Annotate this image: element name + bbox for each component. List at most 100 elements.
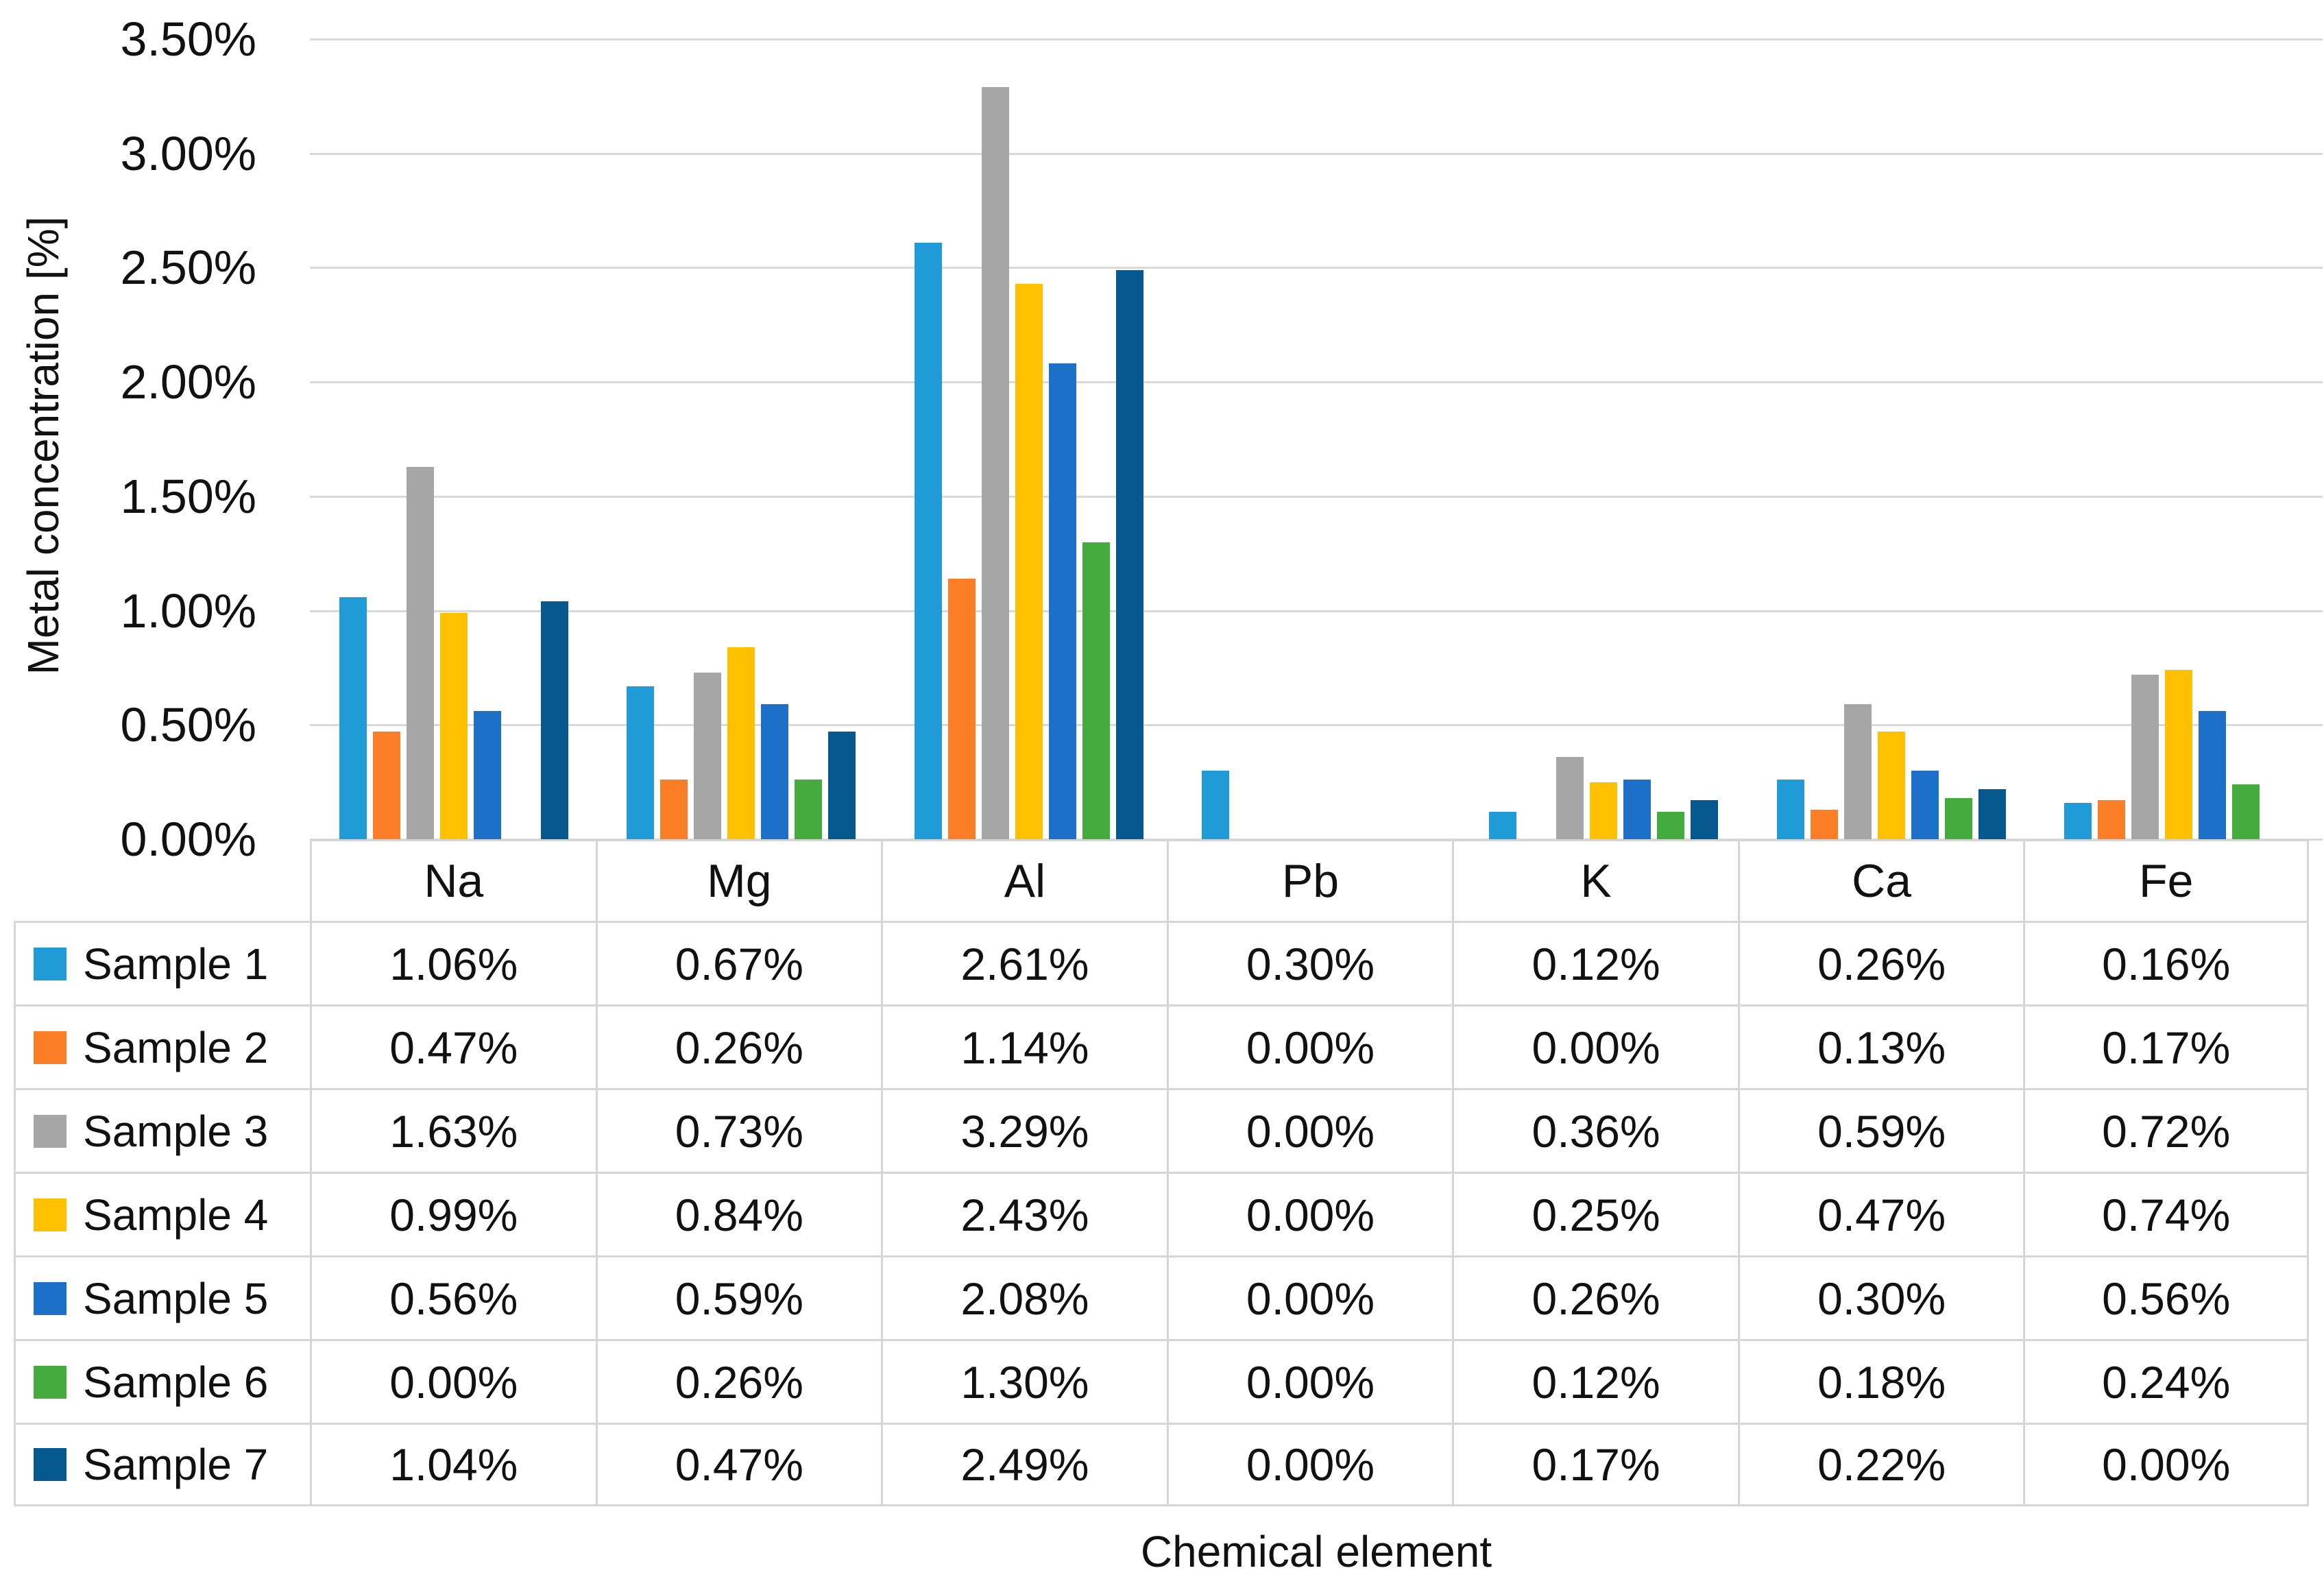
value-cell-sample-3-Al: 3.29% [881, 1088, 1167, 1172]
column-header-Al: Al [881, 839, 1167, 921]
legend-item-sample-2: Sample 2 [14, 1004, 310, 1088]
bar-sample-2-Al [947, 578, 976, 839]
value-cell-sample-6-Ca: 0.18% [1737, 1339, 2024, 1423]
value-cell-sample-4-Pb: 0.00% [1166, 1172, 1453, 1255]
bar-sample-5-K [1623, 780, 1651, 839]
value-cell-sample-6-Pb: 0.00% [1166, 1339, 1453, 1423]
value-cell-sample-2-Ca: 0.13% [1737, 1004, 2024, 1088]
bar-sample-1-Fe [2064, 802, 2092, 839]
bar-sample-3-Al [981, 87, 1009, 839]
bar-sample-5-Fe [2199, 711, 2227, 839]
gridline [310, 724, 2323, 727]
value-cell-sample-6-Mg: 0.26% [595, 1339, 882, 1423]
bar-sample-3-Fe [2131, 674, 2159, 839]
value-cell-sample-3-Fe: 0.72% [2023, 1088, 2309, 1172]
bar-sample-6-Ca [1944, 797, 1972, 839]
value-cell-sample-2-Fe: 0.17% [2023, 1004, 2309, 1088]
bar-sample-7-Mg [828, 732, 856, 839]
legend-item-sample-1: Sample 1 [14, 921, 310, 1004]
gridline [310, 610, 2323, 612]
bar-sample-6-Mg [795, 780, 823, 839]
gridline [310, 495, 2323, 498]
bar-group-Al [885, 39, 1172, 839]
bar-group-Fe [2035, 39, 2323, 839]
value-cell-sample-5-Ca: 0.30% [1737, 1255, 2024, 1339]
data-table: Na Mg Al Pb K Ca Fe Sample 1 1.06% 0.67% 2.61% 0.30… [14, 839, 2309, 1506]
value-cell-sample-6-Na: 0.00% [310, 1339, 596, 1423]
bar-sample-4-Al [1015, 283, 1043, 839]
value-cell-sample-7-Ca: 0.22% [1737, 1423, 2024, 1506]
value-cell-sample-5-Pb: 0.00% [1166, 1255, 1453, 1339]
y-tick-label: 0.50% [120, 698, 256, 752]
value-cell-sample-3-Na: 1.63% [310, 1088, 596, 1172]
x-axis-title: Chemical element [1140, 1527, 1492, 1576]
legend-item-sample-5: Sample 5 [14, 1255, 310, 1339]
bar-sample-4-Na [439, 612, 468, 839]
value-cell-sample-2-Al: 1.14% [881, 1004, 1167, 1088]
bar-sample-1-Al [914, 242, 942, 839]
bar-sample-3-K [1556, 756, 1584, 839]
value-cell-sample-5-Mg: 0.59% [595, 1255, 882, 1339]
legend-label: Sample 2 [83, 1022, 269, 1072]
legend-label: Sample 1 [83, 939, 269, 989]
bar-group-Mg [597, 39, 884, 839]
legend-swatch [34, 1365, 66, 1399]
table-corner-cell [14, 839, 310, 921]
y-tick-label: 3.50% [120, 12, 256, 66]
y-tick-label: 1.50% [120, 469, 256, 523]
value-cell-sample-7-Al: 2.49% [881, 1423, 1167, 1506]
value-cell-sample-3-Ca: 0.59% [1737, 1088, 2024, 1172]
y-tick-label: 0.00% [120, 812, 256, 866]
value-cell-sample-2-Na: 0.47% [310, 1004, 596, 1088]
gridline [310, 267, 2323, 269]
bar-sample-1-Na [339, 597, 367, 839]
bar-sample-7-Ca [1978, 788, 2006, 839]
bar-sample-4-K [1590, 782, 1618, 839]
value-cell-sample-1-Pb: 0.30% [1166, 921, 1453, 1004]
value-cell-sample-4-Mg: 0.84% [595, 1172, 882, 1255]
legend-label: Sample 6 [83, 1357, 269, 1407]
bar-sample-6-Al [1082, 542, 1110, 839]
bar-group-Ca [1747, 39, 2035, 839]
y-tick-label: 2.00% [120, 355, 256, 409]
value-cell-sample-5-K: 0.26% [1452, 1255, 1738, 1339]
value-cell-sample-3-K: 0.36% [1452, 1088, 1738, 1172]
bar-sample-7-K [1691, 800, 1719, 839]
value-cell-sample-7-Fe: 0.00% [2023, 1423, 2309, 1506]
bar-sample-1-Pb [1201, 770, 1229, 839]
bar-sample-6-K [1657, 812, 1685, 839]
bar-sample-1-K [1489, 812, 1517, 839]
value-cell-sample-2-K: 0.00% [1452, 1004, 1738, 1088]
plot-area [310, 38, 2323, 841]
y-tick-label: 3.00% [120, 126, 256, 180]
bar-sample-5-Na [473, 711, 501, 839]
legend-item-sample-4: Sample 4 [14, 1172, 310, 1255]
column-header-K: K [1452, 839, 1738, 921]
value-cell-sample-5-Na: 0.56% [310, 1255, 596, 1339]
column-header-Ca: Ca [1737, 839, 2024, 921]
value-cell-sample-5-Fe: 0.56% [2023, 1255, 2309, 1339]
legend-item-sample-3: Sample 3 [14, 1088, 310, 1172]
legend-label: Sample 7 [83, 1440, 269, 1489]
bar-sample-4-Ca [1877, 732, 1905, 839]
bar-sample-5-Mg [761, 704, 789, 839]
bar-sample-3-Ca [1843, 704, 1872, 839]
column-header-Na: Na [310, 839, 596, 921]
value-cell-sample-1-Ca: 0.26% [1737, 921, 2024, 1004]
value-cell-sample-4-Ca: 0.47% [1737, 1172, 2024, 1255]
y-tick-label: 2.50% [120, 241, 256, 295]
legend-label: Sample 3 [83, 1106, 269, 1156]
column-header-Fe: Fe [2023, 839, 2309, 921]
legend-swatch [34, 1198, 66, 1231]
bar-sample-3-Na [406, 466, 434, 839]
value-cell-sample-1-Mg: 0.67% [595, 921, 882, 1004]
bar-group-K [1460, 39, 1747, 839]
column-header-Pb: Pb [1166, 839, 1453, 921]
column-header-Mg: Mg [595, 839, 882, 921]
bar-sample-2-Ca [1810, 809, 1838, 839]
value-cell-sample-4-Na: 0.99% [310, 1172, 596, 1255]
legend-swatch [34, 1114, 66, 1148]
bar-sample-3-Mg [694, 672, 722, 839]
value-cell-sample-6-Al: 1.30% [881, 1339, 1167, 1423]
